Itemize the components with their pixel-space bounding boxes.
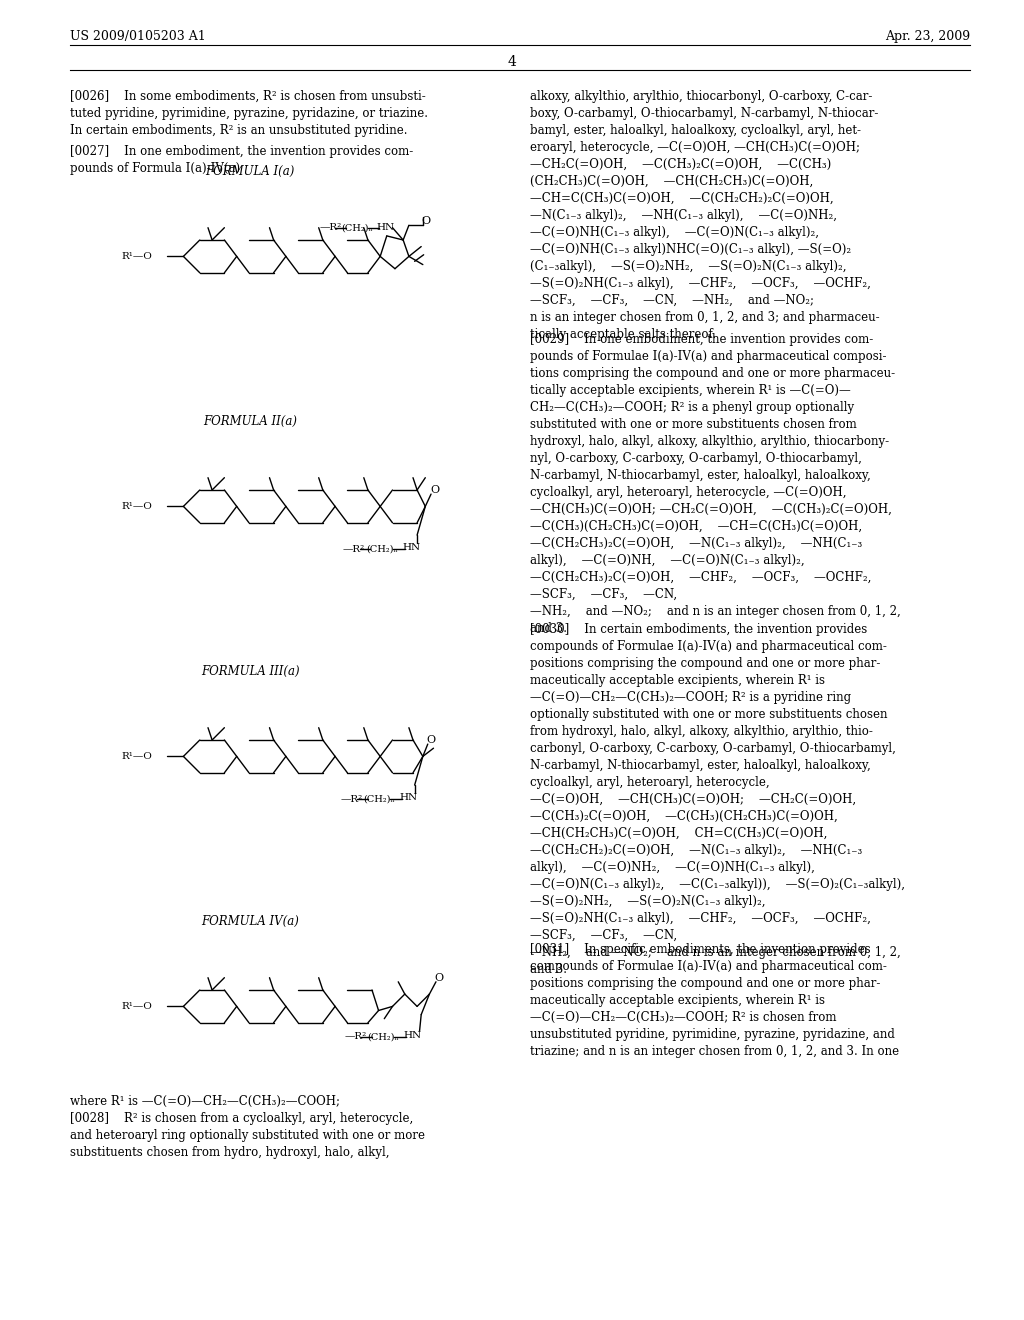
- Text: [0026]    In some embodiments, R² is chosen from unsubsti-
tuted pyridine, pyrim: [0026] In some embodiments, R² is chosen…: [70, 90, 428, 137]
- Text: —R²: —R²: [319, 223, 341, 232]
- Text: US 2009/0105203 A1: US 2009/0105203 A1: [70, 30, 206, 44]
- Text: O: O: [430, 484, 439, 495]
- Text: R¹—O: R¹—O: [122, 752, 153, 760]
- Text: O: O: [422, 216, 431, 226]
- Text: FORMULA I(a): FORMULA I(a): [206, 165, 295, 178]
- Text: where R¹ is —C(=O)—CH₂—C(CH₃)₂—COOH;
[0028]    R² is chosen from a cycloalkyl, a: where R¹ is —C(=O)—CH₂—C(CH₃)₂—COOH; [00…: [70, 1096, 425, 1159]
- Text: HN: HN: [377, 223, 395, 232]
- Text: alkoxy, alkylthio, arylthio, thiocarbonyl, O-carboxy, C-car-
boxy, O-carbamyl, O: alkoxy, alkylthio, arylthio, thiocarbony…: [530, 90, 880, 341]
- Text: R¹—O: R¹—O: [122, 1002, 153, 1011]
- Text: —R²: —R²: [344, 1032, 367, 1041]
- Text: HN: HN: [402, 543, 421, 552]
- Text: O: O: [434, 973, 443, 982]
- Text: (CH₂)ₙ: (CH₂)ₙ: [364, 795, 395, 804]
- Text: R¹—O: R¹—O: [122, 502, 153, 511]
- Text: [0030]    In certain embodiments, the invention provides
compounds of Formulae I: [0030] In certain embodiments, the inven…: [530, 623, 905, 975]
- Text: —R²: —R²: [343, 545, 366, 553]
- Text: 4: 4: [508, 55, 516, 69]
- Text: —R²: —R²: [340, 795, 362, 804]
- Text: R¹—O: R¹—O: [122, 252, 153, 261]
- Text: FORMULA IV(a): FORMULA IV(a): [201, 915, 299, 928]
- Text: HN: HN: [399, 793, 418, 801]
- Text: [0027]    In one embodiment, the invention provides com-
pounds of Formula I(a)-: [0027] In one embodiment, the invention …: [70, 145, 414, 176]
- Text: (CH₂)ₙ: (CH₂)ₙ: [341, 223, 373, 232]
- Text: FORMULA II(a): FORMULA II(a): [203, 414, 297, 428]
- Text: Apr. 23, 2009: Apr. 23, 2009: [885, 30, 970, 44]
- Text: [0031]    In specific embodiments, the invention provides
compounds of Formulae : [0031] In specific embodiments, the inve…: [530, 942, 899, 1059]
- Text: FORMULA III(a): FORMULA III(a): [201, 665, 299, 678]
- Text: HN: HN: [403, 1031, 422, 1040]
- Text: (CH₂)ₙ: (CH₂)ₙ: [366, 545, 397, 553]
- Text: O: O: [426, 735, 435, 744]
- Text: (CH₂)ₙ: (CH₂)ₙ: [368, 1032, 399, 1041]
- Text: [0029]    In one embodiment, the invention provides com-
pounds of Formulae I(a): [0029] In one embodiment, the invention …: [530, 333, 901, 635]
